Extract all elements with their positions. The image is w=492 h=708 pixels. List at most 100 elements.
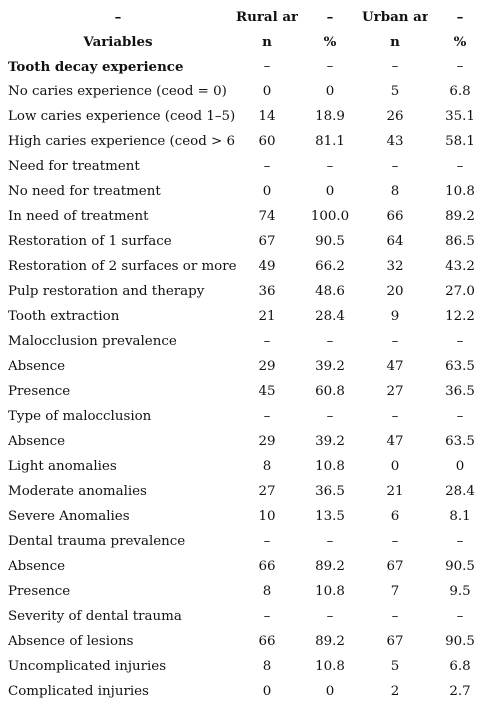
row-label: Moderate anomalies <box>8 484 147 499</box>
row-value: – <box>326 409 334 424</box>
table-row: Dental trauma prevalence – – – – <box>0 529 492 554</box>
row-value: 89.2 <box>315 634 345 649</box>
row-value: 48.6 <box>315 284 345 299</box>
row-value: 29 <box>258 359 276 374</box>
table-row: Absence of lesions 66 89.2 67 90.5 <box>0 629 492 654</box>
table-body: Tooth decay experience – – – – No caries expe… <box>0 54 492 704</box>
table-row: Moderate anomalies 27 36.5 21 28.4 <box>0 479 492 504</box>
row-value: 66.2 <box>315 259 345 274</box>
table-row: Presence 45 60.8 27 36.5 <box>0 379 492 404</box>
row-value: – <box>391 534 399 549</box>
row-value: 27.0 <box>445 284 475 299</box>
row-value: 10.8 <box>445 184 475 199</box>
row-label: Dental trauma prevalence <box>8 534 186 549</box>
row-value: 28.4 <box>315 309 345 324</box>
table-row: No caries experience (ceod = 0) 0 0 5 6.8 <box>0 79 492 104</box>
table-row: Absence 29 39.2 47 63.5 <box>0 429 492 454</box>
row-label: No need for treatment <box>8 184 161 199</box>
row-label: Tooth decay experience <box>8 58 184 75</box>
table-row: Absence 66 89.2 67 90.5 <box>0 554 492 579</box>
row-value: 0 <box>325 684 335 699</box>
table-row: Light anomalies 8 10.8 0 0 <box>0 454 492 479</box>
row-value: 89.2 <box>315 559 345 574</box>
row-value: 20 <box>386 284 404 299</box>
row-value: 6 <box>390 509 400 524</box>
row-value: 10 <box>258 509 276 524</box>
table-row: Presence 8 10.8 7 9.5 <box>0 579 492 604</box>
row-value: – <box>456 334 464 349</box>
row-value: – <box>391 59 399 74</box>
table-row: Low caries experience (ceod 1–5) 14 18.9 26… <box>0 104 492 129</box>
row-value: 8 <box>390 184 400 199</box>
header-cell-urban-n: n <box>390 33 400 50</box>
row-label: Restoration of 2 surfaces or more <box>8 259 236 274</box>
table-row: Tooth extraction 21 28.4 9 12.2 <box>0 304 492 329</box>
header-cell: – <box>326 8 334 25</box>
row-label: Presence <box>8 584 71 599</box>
row-value: 5 <box>390 84 400 99</box>
row-value: 39.2 <box>315 434 345 449</box>
row-label: Absence of lesions <box>8 634 134 649</box>
row-value: – <box>326 159 334 174</box>
row-value: 8 <box>262 459 272 474</box>
row-value: 43.2 <box>445 259 475 274</box>
table-row: In need of treatment 74 100.0 66 89.2 <box>0 204 492 229</box>
row-value: 14 <box>258 109 276 124</box>
row-value: 63.5 <box>445 434 475 449</box>
row-value: – <box>263 409 271 424</box>
row-value: – <box>263 534 271 549</box>
row-label: Complicated injuries <box>8 684 149 699</box>
row-value: 10.8 <box>315 584 345 599</box>
row-value: – <box>391 159 399 174</box>
row-value: 32 <box>386 259 404 274</box>
row-value: 13.5 <box>315 509 345 524</box>
row-value: 8 <box>262 659 272 674</box>
row-value: 39.2 <box>315 359 345 374</box>
table-row: Uncomplicated injuries 8 10.8 5 6.8 <box>0 654 492 679</box>
header-cell-rural-area: Rural area <box>236 8 298 25</box>
row-value: – <box>263 59 271 74</box>
row-value: 36.5 <box>445 384 475 399</box>
row-value: 66 <box>258 634 276 649</box>
row-value: 0 <box>262 684 272 699</box>
table-row: No need for treatment 0 0 8 10.8 <box>0 179 492 204</box>
header-cell-urban-area: Urban area <box>362 8 428 25</box>
row-value: – <box>326 609 334 624</box>
row-label: Absence <box>8 559 66 574</box>
row-value: 28.4 <box>445 484 475 499</box>
table-row: Severity of dental trauma – – – – <box>0 604 492 629</box>
row-value: 60 <box>258 134 276 149</box>
row-value: 12.2 <box>445 309 475 324</box>
table-row: Restoration of 2 surfaces or more 49 66.2 3… <box>0 254 492 279</box>
row-label: Low caries experience (ceod 1–5) <box>8 109 236 124</box>
row-value: 21 <box>386 484 404 499</box>
row-label: Presence <box>8 384 71 399</box>
table-row: Pulp restoration and therapy 36 48.6 20 27.0 <box>0 279 492 304</box>
row-value: 10.8 <box>315 459 345 474</box>
data-table: – Rural area – Urban area – Variables n … <box>0 4 492 704</box>
table-row: Malocclusion prevalence – – – – <box>0 329 492 354</box>
row-value: 81.1 <box>315 134 345 149</box>
row-value: – <box>456 59 464 74</box>
row-value: 21 <box>258 309 276 324</box>
table-row: Restoration of 1 surface 67 90.5 64 86.5 <box>0 229 492 254</box>
row-value: 47 <box>386 434 404 449</box>
row-value: 26 <box>386 109 404 124</box>
row-value: 60.8 <box>315 384 345 399</box>
row-label: Restoration of 1 surface <box>8 234 172 249</box>
row-value: 67 <box>386 634 404 649</box>
row-value: 36 <box>258 284 276 299</box>
row-value: 27 <box>386 384 404 399</box>
header-cell-variables: Variables <box>83 33 153 50</box>
row-label: Tooth extraction <box>8 309 120 324</box>
row-label: Severe Anomalies <box>8 509 130 524</box>
row-value: 8.1 <box>449 509 471 524</box>
row-value: 6.8 <box>449 659 471 674</box>
row-value: 67 <box>386 559 404 574</box>
row-value: 7 <box>390 584 400 599</box>
row-value: 5 <box>390 659 400 674</box>
row-value: 47 <box>386 359 404 374</box>
row-value: 66 <box>386 209 404 224</box>
row-label: Uncomplicated injuries <box>8 659 167 674</box>
